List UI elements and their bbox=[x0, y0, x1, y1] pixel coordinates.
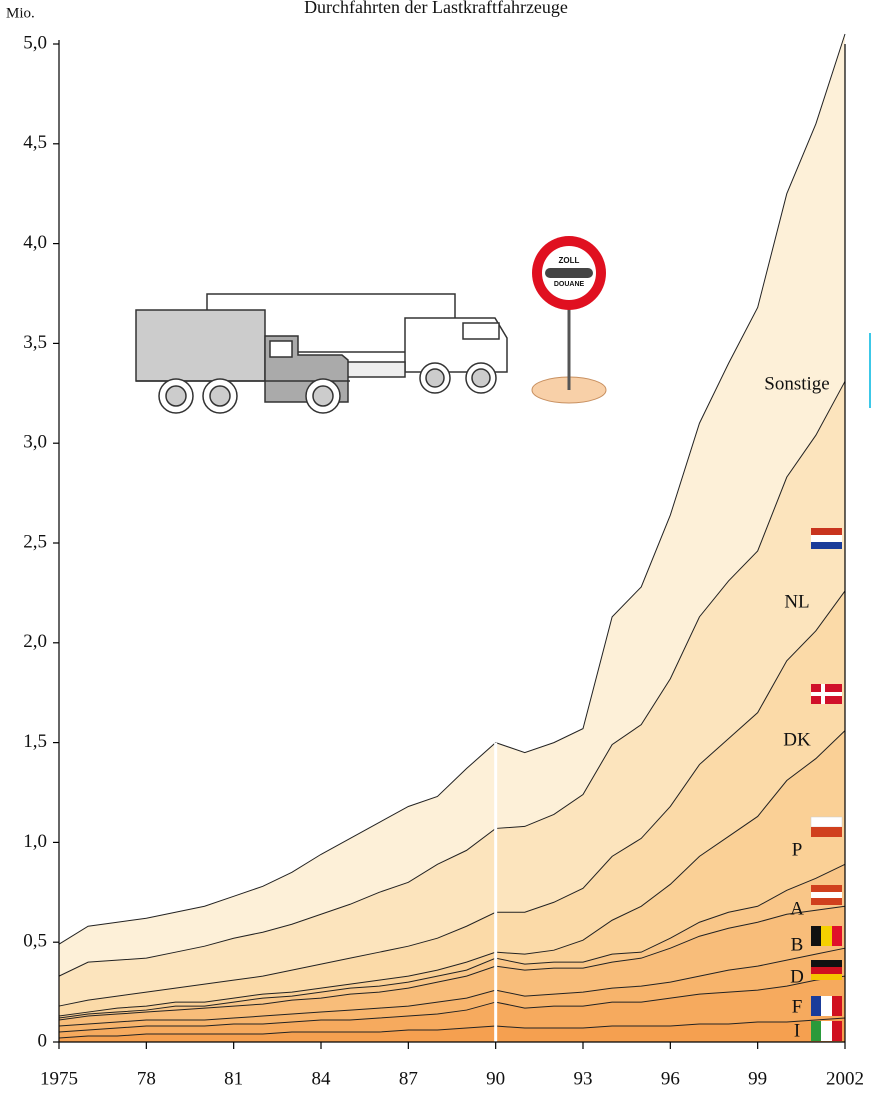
series-label: I bbox=[794, 1020, 800, 1041]
series-label: D bbox=[790, 966, 804, 987]
x-tick-label: 1975 bbox=[40, 1068, 78, 1089]
x-tick-label: 93 bbox=[574, 1068, 593, 1089]
x-tick-label: 87 bbox=[399, 1068, 418, 1089]
series-label: P bbox=[792, 839, 803, 860]
area-edge bbox=[58, 730, 846, 1017]
y-tick-label: 5,0 bbox=[23, 32, 47, 53]
x-tick-label: 2002 bbox=[826, 1068, 864, 1089]
flags bbox=[810, 528, 843, 1041]
area bbox=[59, 730, 845, 1019]
area-edge bbox=[58, 975, 846, 1033]
area bbox=[59, 381, 845, 1007]
y-unit: Mio. bbox=[6, 5, 35, 21]
area bbox=[59, 590, 845, 1017]
series-label: A bbox=[790, 898, 804, 919]
x-tick-label: 81 bbox=[224, 1068, 243, 1089]
customs-sign: ZOLL DOUANE bbox=[531, 236, 607, 404]
series-label: B bbox=[791, 934, 804, 955]
series-label: DK bbox=[783, 729, 811, 750]
sign-text: DOUANE bbox=[554, 281, 585, 288]
y-tick-label: 1,5 bbox=[23, 731, 47, 752]
trucks bbox=[135, 293, 508, 414]
area bbox=[59, 948, 845, 1033]
area-edge bbox=[58, 863, 846, 1019]
x-tick-label: 84 bbox=[312, 1068, 332, 1089]
series-label: Sonstige bbox=[764, 373, 829, 394]
y-tick-label: 2,5 bbox=[23, 531, 47, 552]
y-tick-label: 4,0 bbox=[23, 232, 47, 253]
y-tick-label: 0 bbox=[38, 1030, 48, 1051]
y-tick-label: 0,5 bbox=[23, 931, 47, 952]
area bbox=[59, 976, 845, 1039]
area-edge bbox=[58, 33, 846, 945]
plot-area bbox=[58, 33, 846, 1042]
area-edge bbox=[58, 947, 846, 1027]
series-label: NL bbox=[784, 591, 809, 612]
area-edge bbox=[58, 905, 846, 1021]
area-edge bbox=[58, 381, 846, 977]
sign-text: ZOLL bbox=[559, 256, 580, 265]
y-tick-label: 3,5 bbox=[23, 332, 47, 353]
chart-title: Durchfahrten der Lastkraftfahrzeuge bbox=[304, 0, 568, 17]
area bbox=[59, 34, 845, 977]
area bbox=[59, 906, 845, 1027]
x-tick-label: 96 bbox=[661, 1068, 680, 1089]
x-tick-label: 99 bbox=[748, 1068, 767, 1089]
x-tick-label: 78 bbox=[137, 1068, 156, 1089]
area-edge bbox=[58, 1017, 846, 1039]
area bbox=[59, 1018, 845, 1042]
area-edge bbox=[58, 590, 846, 1007]
y-tick-label: 4,5 bbox=[23, 132, 47, 153]
y-tick-label: 1,0 bbox=[23, 831, 47, 852]
y-tick-label: 3,0 bbox=[23, 432, 47, 453]
y-tick-label: 2,0 bbox=[23, 631, 47, 652]
x-tick-label: 90 bbox=[486, 1068, 505, 1089]
series-label: F bbox=[792, 996, 803, 1017]
